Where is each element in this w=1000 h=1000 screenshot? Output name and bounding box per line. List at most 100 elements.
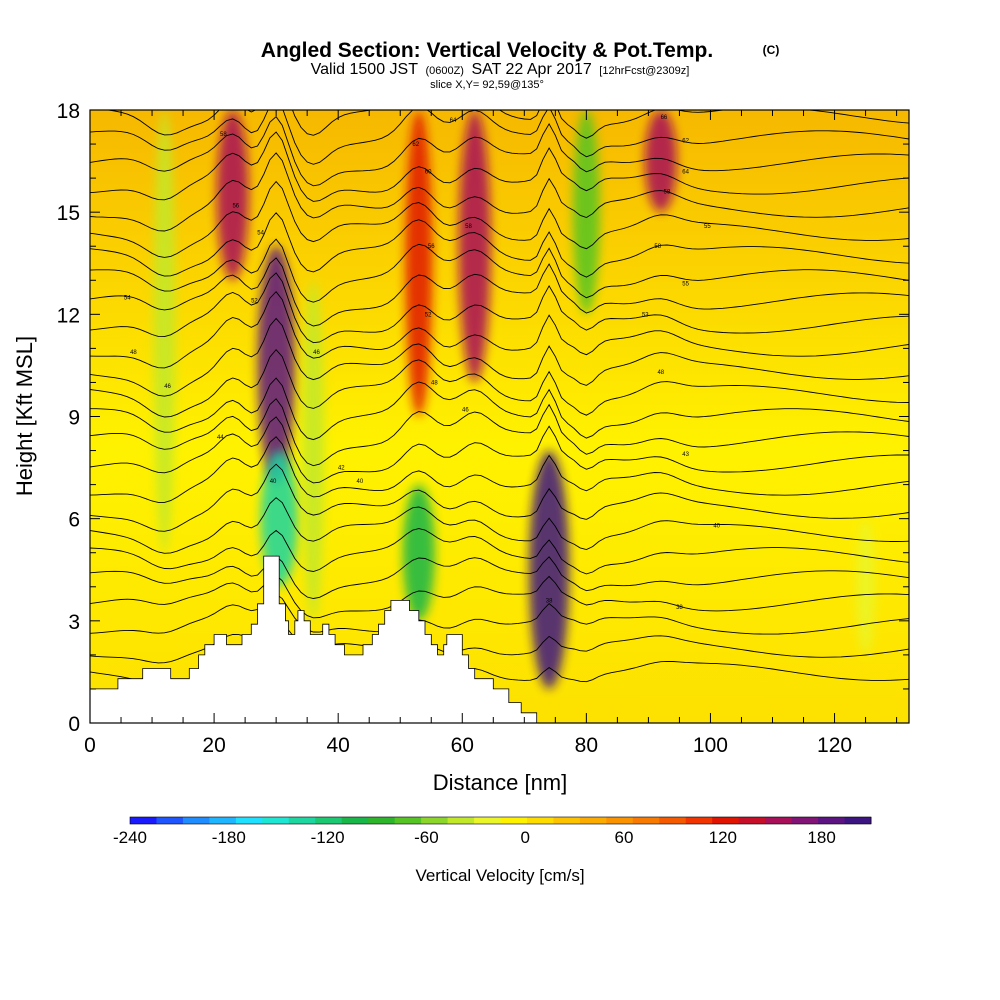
theta-contour [90, 257, 909, 327]
colorbar-swatch [632, 817, 660, 824]
theta-label: 38 [546, 598, 553, 604]
theta-contour [90, 463, 909, 532]
colorbar-swatch [262, 817, 290, 824]
x-tick-label: 40 [327, 734, 350, 757]
x-tick-label: 60 [451, 734, 474, 757]
theta-label: 46 [462, 408, 469, 414]
theta-contour [90, 291, 909, 369]
colorbar-frame [129, 816, 872, 825]
velocity-feature-4 [302, 280, 325, 621]
colorbar-swatch [553, 817, 581, 824]
theta-contour [90, 398, 909, 467]
theta-label: 42 [338, 466, 345, 472]
y-tick-label: 0 [68, 713, 80, 736]
colorbar-swatch [791, 817, 819, 824]
theta-label: 62 [412, 142, 419, 148]
y-tick-label: 9 [68, 407, 80, 430]
theta-label: 46 [313, 350, 320, 356]
colorbar-swatch [447, 817, 475, 824]
x-tick-label: 120 [817, 734, 852, 757]
colorbar-swatch [765, 817, 793, 824]
colorbar-swatch [606, 817, 634, 824]
y-tick-label: 15 [57, 202, 80, 225]
colorbar-swatch [500, 817, 528, 824]
colorbar-swatch [368, 817, 396, 824]
theta-contour [90, 238, 909, 303]
subtitle-valid: Valid 1500 JST [311, 61, 419, 78]
colorbar-tick-label: -120 [311, 828, 345, 847]
theta-contour [90, 131, 909, 202]
colorbar-swatch [526, 817, 554, 824]
colorbar-swatch [182, 817, 210, 824]
theta-contour [90, 593, 909, 635]
theta-contour [90, 272, 909, 344]
slice-label: slice X,Y= 92,59@135° [430, 79, 544, 91]
theta-label: 46 [164, 384, 171, 390]
theta-contour [90, 349, 909, 418]
velocity-feature-2 [257, 246, 295, 485]
x-tick-label: 80 [575, 734, 598, 757]
velocity-feature-10 [644, 110, 677, 213]
colorbar-swatch [156, 817, 184, 824]
theta-contour [90, 555, 909, 599]
theta-label: 38 [676, 605, 683, 611]
colorbar-tick-label: 0 [520, 828, 529, 847]
y-tick-label: 3 [68, 611, 80, 634]
chart-subtitle: Valid 1500 JST (0600Z) SAT 22 Apr 2017 [… [311, 61, 690, 78]
colorbar-swatch [579, 817, 607, 824]
y-axis: 0 3 6 9 12 15 18 [57, 100, 909, 736]
theta-label: 40 [357, 479, 364, 485]
theta-contour [90, 528, 909, 575]
colorbar-swatch [421, 817, 449, 824]
x-axis: 0 20 40 60 80 100 120 [84, 110, 898, 757]
theta-label: 56 [428, 244, 435, 250]
theta-label: 52 [425, 312, 432, 318]
theta-label: 52 [251, 299, 258, 305]
colorbar-tick-label: -60 [414, 828, 439, 847]
velocity-feature-1 [216, 110, 249, 281]
velocity-feature-7 [458, 110, 491, 383]
theta-label: 44 [217, 435, 224, 441]
colorbar-swatch [685, 817, 713, 824]
chart-title: Angled Section: Vertical Velocity & Pot.… [261, 39, 713, 62]
colorbar-tick-label: 60 [615, 828, 634, 847]
theta-contour [90, 416, 909, 484]
theta-contour [90, 116, 909, 187]
theta-label: 64 [450, 118, 457, 124]
subtitle-date: SAT 22 Apr 2017 [471, 61, 591, 78]
theta-label: 58 [654, 244, 661, 250]
colorbar-swatch [712, 817, 740, 824]
theta-contour [90, 152, 909, 232]
plot-background [90, 110, 909, 723]
theta-contour [90, 317, 909, 397]
plot-area: 54 48 46 58 56 54 52 44 40 46 42 40 64 62 60 56 58 52 48 46… [90, 110, 909, 723]
velocity-feature-5 [402, 484, 435, 621]
subtitle-forecast: [12hrFcst@2309z] [599, 65, 689, 77]
colorbar-swatch [818, 817, 846, 824]
theta-contour [90, 436, 909, 503]
theta-contour [90, 497, 909, 554]
theta-label: 48 [130, 350, 137, 356]
velocity-feature-8 [529, 450, 570, 689]
theta-contour [90, 574, 909, 619]
terrain [90, 555, 909, 723]
colorbar-swatch [130, 817, 157, 824]
theta-label: 54 [257, 231, 264, 237]
potential-temperature-labels: 54 48 46 58 56 54 52 44 40 46 42 40 64 62 60 56 58 52 48 46… [124, 115, 721, 611]
theta-contour [90, 110, 909, 165]
y-axis-label: Height [Kft MSL] [12, 336, 37, 496]
colorbar: -240 -180 -120 -60 0 60 120 180 [113, 816, 872, 847]
theta-label: 55 [704, 224, 711, 230]
colorbar-tick-label: 120 [709, 828, 737, 847]
colorbar-label: Vertical Velocity [cm/s] [415, 866, 584, 885]
theta-label: 58 [664, 190, 671, 196]
velocity-feature-6 [405, 110, 433, 417]
theta-contour [90, 212, 909, 278]
theta-label: 43 [682, 452, 689, 458]
theta-label: 54 [124, 295, 131, 301]
vertical-velocity-shading [153, 110, 875, 689]
theta-label: 66 [661, 115, 668, 121]
theta-contour [90, 180, 909, 258]
colorbar-swatch [394, 817, 422, 824]
